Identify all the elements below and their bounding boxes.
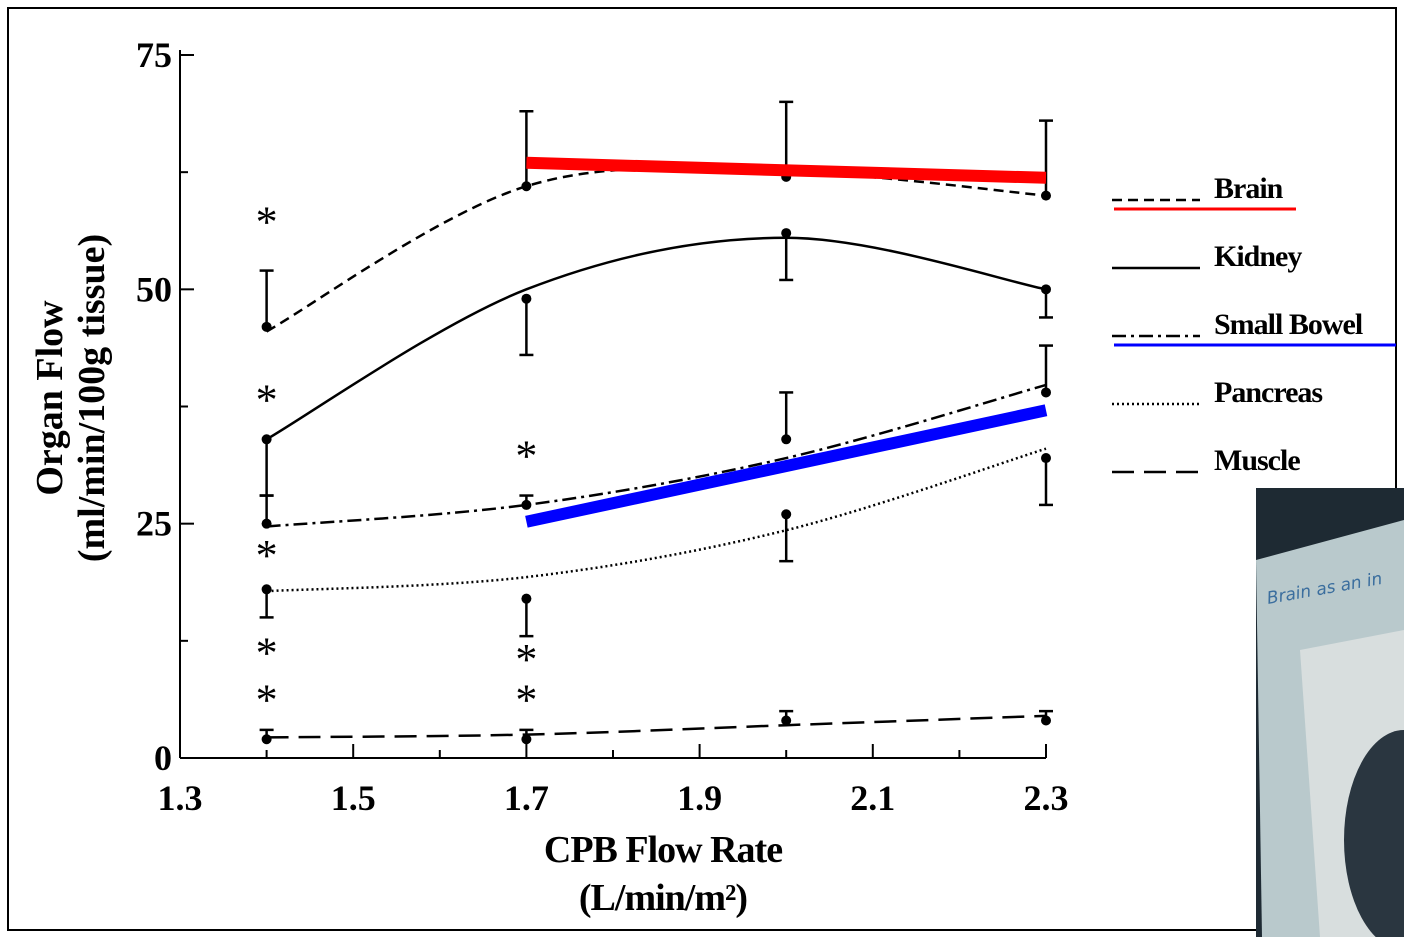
x-tick-label: 1.9 xyxy=(677,778,722,818)
y-tick-label: 50 xyxy=(136,269,172,309)
legend-label: Small Bowel xyxy=(1214,308,1363,341)
data-point xyxy=(261,321,272,332)
fit-curve xyxy=(266,447,1047,593)
data-point xyxy=(521,181,532,192)
data-point xyxy=(781,509,792,520)
data-point xyxy=(1041,715,1051,726)
y-tick-label: 75 xyxy=(136,35,172,75)
legend-label: Brain xyxy=(1214,172,1284,205)
data-point xyxy=(261,518,272,529)
legend-label: Muscle xyxy=(1214,444,1300,477)
data-point xyxy=(1041,453,1051,464)
significance-marker: * xyxy=(256,531,278,580)
fit-curve xyxy=(266,714,1047,739)
overlay-line xyxy=(526,156,1047,184)
fit-curve xyxy=(265,236,1047,441)
data-point xyxy=(521,593,532,604)
data-point xyxy=(521,499,532,510)
significance-marker: * xyxy=(256,675,278,724)
y-tick-label: 0 xyxy=(154,738,172,778)
data-point xyxy=(1041,190,1051,201)
frame xyxy=(7,7,1397,931)
x-axis-title: (L/min/m²) xyxy=(579,877,747,919)
y-axis-title: (ml/min/100g tissue) xyxy=(71,234,113,562)
legend-label: Pancreas xyxy=(1214,376,1322,409)
x-tick-label: 2.1 xyxy=(850,778,895,818)
overlay-line xyxy=(525,404,1048,528)
data-point xyxy=(261,434,272,445)
data-point xyxy=(1041,387,1051,398)
data-point xyxy=(781,434,792,445)
x-tick-label: 1.3 xyxy=(158,778,203,818)
significance-marker: * xyxy=(256,375,278,424)
data-point xyxy=(781,228,792,239)
legend-label: Kidney xyxy=(1214,240,1302,273)
photo-figure xyxy=(1344,730,1404,942)
y-axis-title: Organ Flow xyxy=(29,300,71,496)
x-tick-label: 1.5 xyxy=(331,778,376,818)
y-tick-label: 25 xyxy=(136,504,172,544)
data-point xyxy=(261,584,272,595)
data-point xyxy=(1041,284,1051,295)
fit-curve xyxy=(266,383,1047,528)
x-tick-label: 2.3 xyxy=(1024,778,1069,818)
significance-marker: * xyxy=(515,635,537,684)
data-point xyxy=(521,734,532,745)
significance-marker: * xyxy=(256,629,278,678)
data-point xyxy=(261,734,272,745)
x-axis-title: CPB Flow Rate xyxy=(544,829,782,871)
photo-inset: Brain as an in xyxy=(1256,488,1404,942)
significance-marker: * xyxy=(515,432,537,481)
x-tick-label: 1.7 xyxy=(504,778,549,818)
data-point xyxy=(521,293,532,304)
significance-marker: * xyxy=(256,197,278,246)
significance-marker: * xyxy=(515,675,537,724)
data-point xyxy=(781,715,792,726)
